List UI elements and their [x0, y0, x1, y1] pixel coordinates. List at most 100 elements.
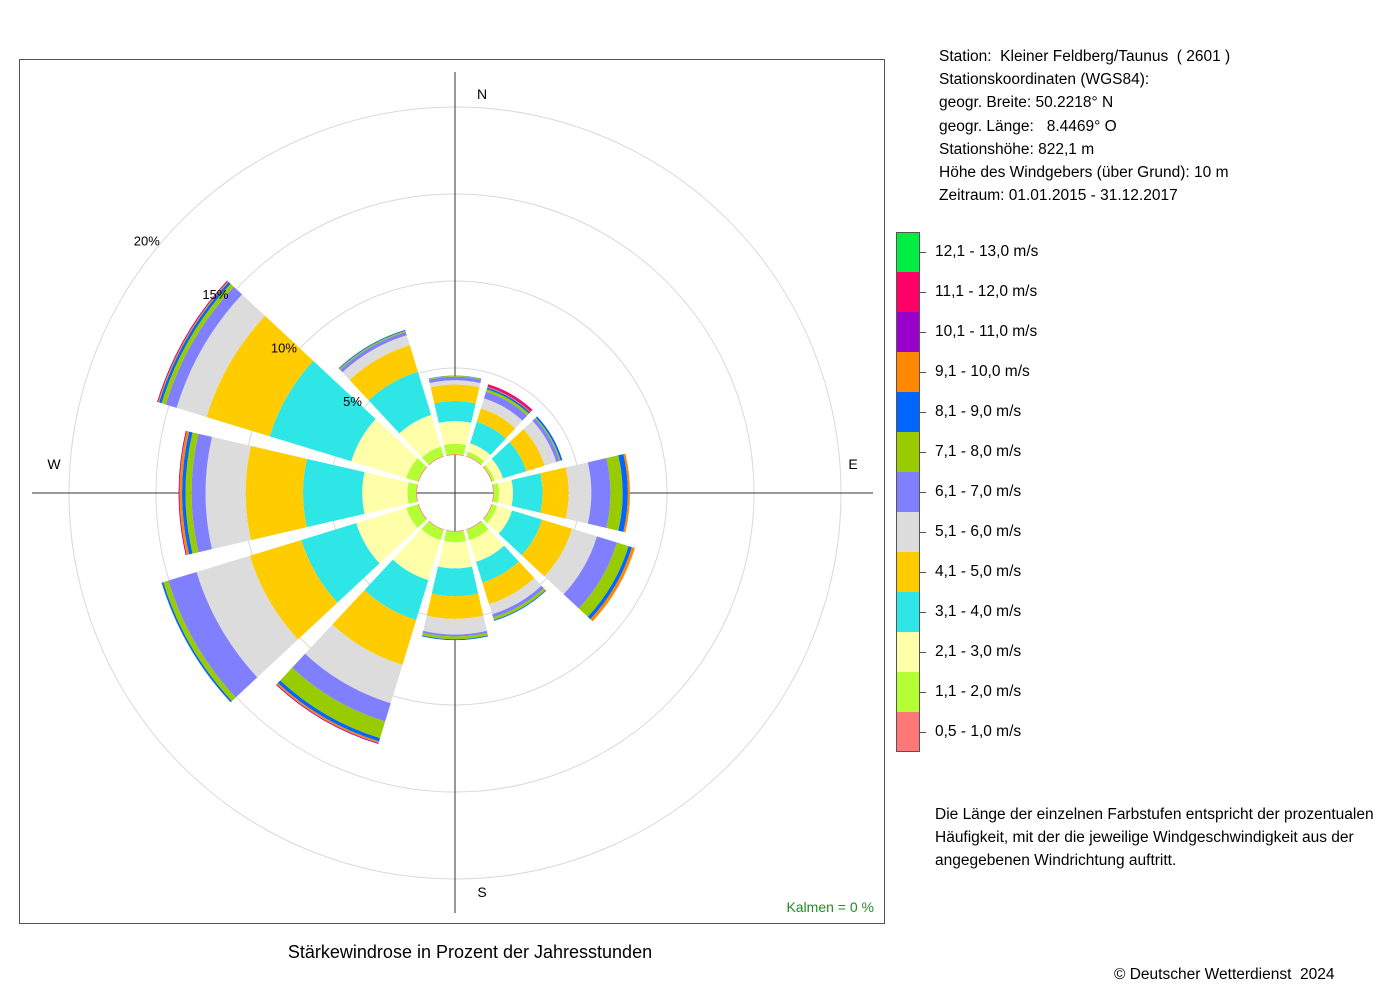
- legend-tick: [920, 492, 926, 493]
- sector-segment: [303, 458, 365, 528]
- legend-label: 5,1 - 6,0 m/s: [935, 523, 1022, 540]
- legend-tick: [920, 332, 926, 333]
- sector-segment: [368, 371, 432, 434]
- sector-segment: [428, 376, 482, 384]
- legend-label: 4,1 - 5,0 m/s: [935, 563, 1022, 580]
- ring-label: 20%: [134, 233, 160, 248]
- sector-segment: [428, 455, 444, 466]
- station-altitude: Stationshöhe: 822,1 m: [939, 140, 1095, 158]
- sector-segment: [406, 504, 427, 528]
- time-period: Zeitraum: 01.01.2015 - 31.12.2017: [939, 187, 1178, 205]
- sector-segment: [498, 510, 543, 556]
- sector-segment: [421, 635, 489, 641]
- sector-segment: [332, 590, 417, 665]
- legend-label: 11,1 - 12,0 m/s: [935, 283, 1038, 300]
- direction-label-s: S: [477, 884, 486, 900]
- sector-segment: [523, 420, 557, 466]
- legend-tick: [920, 652, 926, 653]
- sector-segment: [422, 632, 488, 640]
- wind-rose-chart: 5% 10% 15% 20% N E S W: [32, 72, 873, 913]
- sector-segment: [485, 458, 503, 481]
- sector-segment: [392, 529, 441, 581]
- sector-segment: [176, 294, 265, 418]
- legend-tick: [920, 372, 926, 373]
- sector-segment: [416, 484, 418, 502]
- sector-segment: [362, 472, 409, 514]
- sector-segment: [434, 401, 476, 423]
- legend-tick: [920, 612, 926, 613]
- sector-segment: [305, 624, 403, 704]
- sector-segment: [466, 451, 485, 465]
- sector-segment: [340, 331, 407, 373]
- sector-segment: [606, 455, 623, 531]
- sector-segment: [618, 454, 628, 532]
- sector-segment: [406, 458, 427, 482]
- sector-segment: [590, 547, 635, 622]
- sector-segment: [446, 454, 464, 456]
- sector-segment: [563, 536, 617, 609]
- ring-and-direction-labels: 5% 10% 15% 20% N E S W: [47, 86, 857, 900]
- legend-swatch: [896, 312, 920, 352]
- legend-tick: [920, 692, 926, 693]
- sector-segment: [534, 417, 561, 462]
- sector-segment: [443, 443, 467, 456]
- sector-segment: [544, 528, 598, 595]
- sector-segment: [428, 375, 482, 379]
- legend-swatch: [896, 512, 920, 552]
- legend-label: 7,1 - 8,0 m/s: [935, 443, 1022, 460]
- sector-segment: [179, 431, 190, 555]
- sector-segment: [491, 442, 527, 479]
- sector-segment: [417, 466, 428, 482]
- sector-segment: [191, 433, 212, 553]
- sector-segment: [280, 667, 386, 739]
- sector-segment: [482, 504, 493, 520]
- sector-segment: [423, 615, 487, 635]
- sector-segment: [487, 505, 513, 534]
- sector-segment: [540, 467, 569, 519]
- station-coordinates-heading: Stationskoordinaten (WGS84):: [939, 71, 1150, 89]
- direction-label-e: E: [848, 456, 857, 472]
- sector-segment: [269, 360, 376, 462]
- legend-tick: [920, 292, 926, 293]
- legend-label: 12,1 - 13,0 m/s: [935, 243, 1039, 260]
- sector-segment: [438, 421, 472, 445]
- sector-segment: [587, 546, 632, 620]
- legend-label: 2,1 - 3,0 m/s: [935, 643, 1022, 660]
- direction-label-n: N: [477, 86, 487, 102]
- ring-label: 10%: [271, 340, 297, 355]
- sector-segment: [469, 529, 505, 562]
- sector-segment: [245, 445, 307, 541]
- legend-tick: [920, 572, 926, 573]
- sector-segment: [476, 408, 516, 439]
- legend-label: 10,1 - 11,0 m/s: [935, 323, 1038, 340]
- station-longitude: geogr. Länge: 8.4469° O: [939, 117, 1117, 135]
- wind-sectors: [157, 280, 635, 744]
- legend-swatch: [896, 432, 920, 472]
- ring-label: 5%: [343, 394, 362, 409]
- sector-segment: [196, 555, 299, 678]
- sector-segment: [438, 541, 472, 569]
- sector-segment: [422, 630, 488, 637]
- legend-label: 3,1 - 4,0 m/s: [935, 603, 1022, 620]
- sector-segment: [466, 520, 482, 531]
- legend-swatch: [896, 232, 920, 272]
- sector-segment: [483, 504, 498, 524]
- sector-segment: [535, 416, 563, 461]
- sector-segment: [364, 559, 429, 621]
- sector-segment: [165, 286, 243, 408]
- legend-swatch: [896, 352, 920, 392]
- sector-segment: [301, 523, 380, 603]
- sector-segment: [407, 482, 418, 504]
- sector-segment: [430, 384, 480, 404]
- sector-segment: [482, 466, 493, 482]
- explanation-note: Die Länge der einzelnen Farbstufen entsp…: [935, 806, 1374, 870]
- sector-segment: [511, 473, 543, 513]
- sector-segment: [486, 387, 531, 414]
- sector-segment: [292, 653, 391, 722]
- sector-segment: [480, 398, 523, 429]
- sector-segment: [492, 484, 494, 502]
- sector-segment: [483, 391, 528, 421]
- sector-segment: [492, 483, 500, 503]
- calm-percentage: Kalmen = 0 %: [786, 899, 874, 915]
- sector-segment: [249, 539, 338, 640]
